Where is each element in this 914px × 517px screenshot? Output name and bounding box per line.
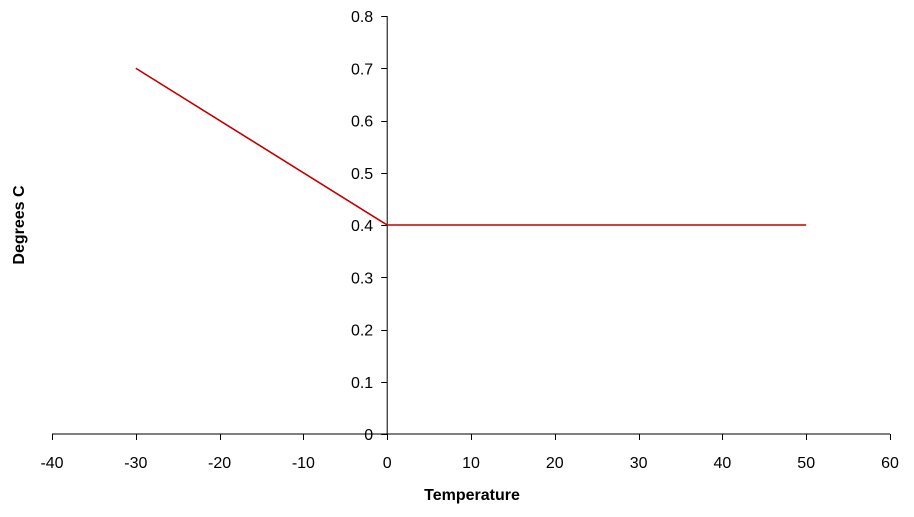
x-tick-label: -20 (208, 455, 231, 472)
x-tick-label: 50 (797, 455, 815, 472)
y-axis-title: Degrees C (11, 185, 28, 265)
series-layer (135, 67, 807, 226)
y-tick-label: 0.8 (351, 9, 373, 26)
x-axis-title: Temperature (424, 487, 520, 504)
y-tick-label: 0.6 (351, 114, 373, 131)
y-tick-label: 0 (364, 427, 373, 444)
x-tick-label: -40 (40, 455, 63, 472)
x-tick-label: 0 (383, 455, 392, 472)
y-tick-label: 0.5 (351, 166, 373, 183)
x-tick-label: 40 (714, 455, 732, 472)
x-tick-label: 60 (881, 455, 899, 472)
y-tick-label: 0.1 (351, 375, 373, 392)
x-tick-label: 10 (462, 455, 480, 472)
axes (52, 16, 891, 440)
y-tick-label: 0.3 (351, 270, 373, 287)
x-tick-label: -10 (292, 455, 315, 472)
tick-labels: -40 -30 -20 -10 0 10 20 30 40 50 60 0 0.1 0.2 0.3 0.4 0.… (40, 9, 899, 472)
y-tick-label: 0.7 (351, 61, 373, 78)
x-tick-label: 30 (630, 455, 648, 472)
series-line-1 (135, 67, 807, 226)
x-tick-label: 20 (546, 455, 564, 472)
y-tick-label: 0.4 (351, 218, 373, 235)
y-tick-label: 0.2 (351, 323, 373, 340)
x-tick-label: -30 (124, 455, 147, 472)
